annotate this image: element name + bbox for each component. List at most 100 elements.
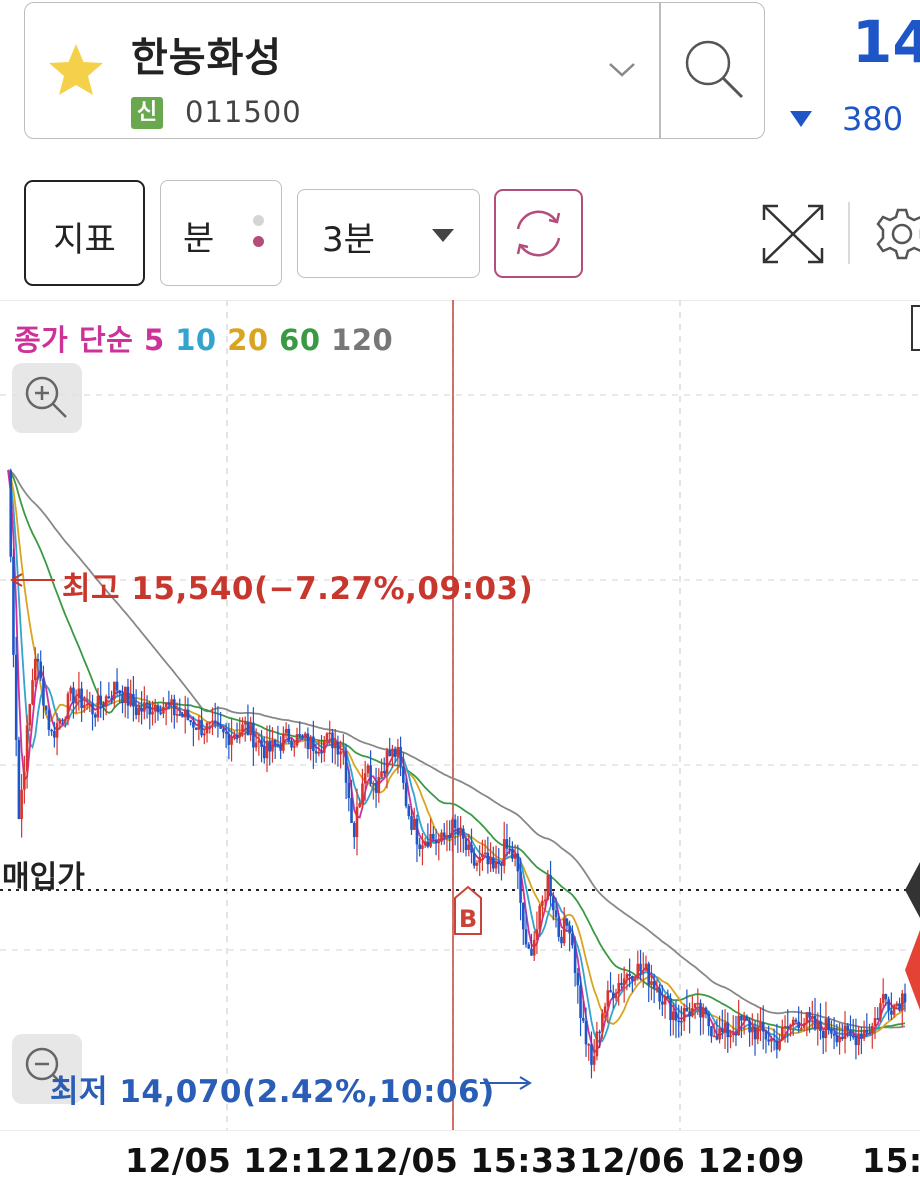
candle-body xyxy=(292,745,296,748)
candle-body xyxy=(802,1023,806,1028)
candle-body xyxy=(426,841,430,847)
candle-body xyxy=(721,1028,724,1033)
candle-body xyxy=(486,852,490,865)
zoom-out-button[interactable] xyxy=(12,1034,82,1104)
candle-body xyxy=(385,750,389,774)
refresh-button[interactable] xyxy=(494,189,583,278)
candle-body xyxy=(153,705,157,712)
candle-body xyxy=(565,918,569,926)
candle-body xyxy=(388,750,392,757)
time-unit-button[interactable]: 분 xyxy=(160,180,282,286)
candle-body xyxy=(36,658,40,662)
candle-body xyxy=(309,736,312,750)
star-icon[interactable] xyxy=(47,41,105,99)
candle-body xyxy=(140,708,143,712)
chart-area[interactable]: B xyxy=(0,300,920,1130)
candle-body xyxy=(282,733,285,751)
candle-body xyxy=(464,838,468,850)
candle-body xyxy=(669,998,672,1021)
candle-body xyxy=(704,1007,708,1015)
candle-body xyxy=(61,719,64,722)
candle-body xyxy=(350,798,353,823)
candle-body xyxy=(549,875,552,897)
candle-body xyxy=(123,686,127,703)
candle-body xyxy=(838,1037,841,1043)
candle-body xyxy=(903,993,907,1003)
candle-body xyxy=(481,854,484,858)
candle-body xyxy=(366,765,370,774)
indicator-button[interactable]: 지표 xyxy=(24,180,145,286)
candle-body xyxy=(500,863,503,866)
candle-body xyxy=(581,1017,585,1021)
candle-body xyxy=(459,828,462,835)
candle-body xyxy=(194,727,198,730)
candle-body xyxy=(494,861,498,869)
candle-body xyxy=(530,948,533,956)
candle-body xyxy=(614,993,618,999)
candle-body xyxy=(377,777,381,793)
candle-body xyxy=(647,963,651,985)
candle-body xyxy=(652,981,656,989)
candle-body xyxy=(156,705,160,713)
candle-body xyxy=(85,704,89,706)
candle-body xyxy=(17,739,21,820)
buy-price-label: 매입가 xyxy=(2,860,85,895)
period-select[interactable]: 3분 xyxy=(297,189,480,278)
buy-marker xyxy=(454,885,482,935)
candle-body xyxy=(382,771,386,774)
candle-body xyxy=(284,728,288,734)
search-button[interactable] xyxy=(660,3,765,139)
candle-body xyxy=(303,733,307,738)
candle-body xyxy=(374,782,378,793)
zoom-in-button[interactable] xyxy=(12,363,82,433)
candle-body xyxy=(835,1035,839,1043)
candle-body xyxy=(344,751,348,783)
candle-body xyxy=(175,714,179,716)
candle-body xyxy=(595,1031,599,1057)
candle-body xyxy=(183,709,187,718)
candle-body xyxy=(205,723,209,734)
candle-body xyxy=(47,709,51,730)
candle-body xyxy=(320,752,323,754)
price-chart[interactable]: B xyxy=(0,300,920,1130)
candle-body xyxy=(257,740,261,743)
time-unit-label: 분 xyxy=(183,219,215,259)
candle-body xyxy=(587,1044,591,1046)
candle-body xyxy=(636,963,640,979)
candle-body xyxy=(232,735,236,737)
candle-body xyxy=(33,658,37,681)
period-label: 3분 xyxy=(322,220,375,260)
stock-selector[interactable]: 한농화성 신 011500 xyxy=(24,2,765,139)
candle-body xyxy=(767,1039,770,1042)
candle-body xyxy=(437,841,441,844)
candle-body xyxy=(104,696,108,707)
gear-icon[interactable] xyxy=(870,202,920,266)
candle-body xyxy=(860,1033,863,1039)
candle-body xyxy=(121,693,124,703)
candle-body xyxy=(445,835,449,837)
candle-body xyxy=(429,833,432,847)
candle-body xyxy=(91,703,94,715)
candle-body xyxy=(126,686,130,706)
candle-body xyxy=(170,699,173,705)
price-pointer-tab xyxy=(905,862,920,918)
candle-body xyxy=(93,714,97,718)
candle-body xyxy=(633,978,637,981)
candle-body xyxy=(881,994,885,1004)
candle-body xyxy=(663,996,667,1005)
expand-icon[interactable] xyxy=(760,202,826,266)
candle-body xyxy=(208,722,212,724)
chevron-down-icon[interactable] xyxy=(607,55,637,85)
candle-body xyxy=(28,704,32,726)
refresh-icon xyxy=(516,210,561,257)
candle-body xyxy=(31,680,34,705)
candle-body xyxy=(20,789,23,820)
candle-body xyxy=(827,1018,830,1031)
candle-body xyxy=(890,1010,893,1015)
stock-box-divider xyxy=(659,3,661,139)
low-price-arrow-head xyxy=(519,1076,532,1090)
candle-body xyxy=(317,752,321,754)
candle-body xyxy=(268,740,272,752)
ma-legend-20: 20 xyxy=(227,323,269,357)
candle-body xyxy=(745,1016,749,1021)
